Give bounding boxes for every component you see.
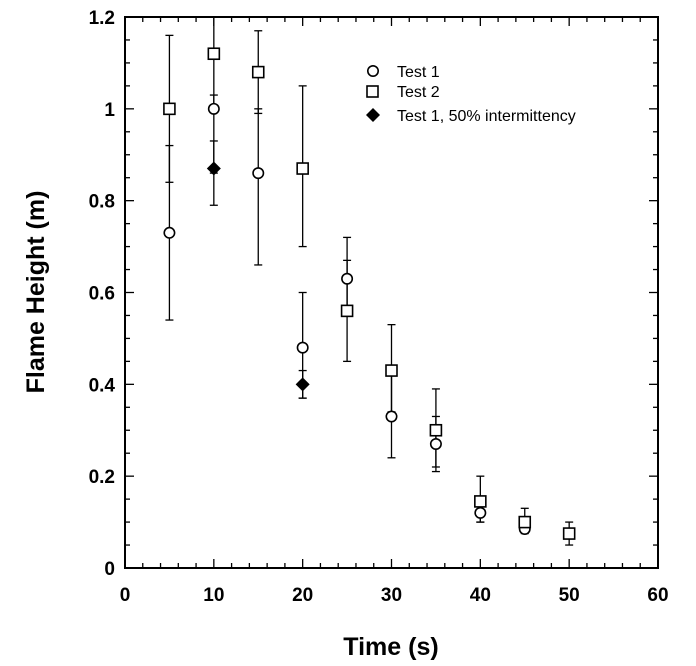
marker-open-circle xyxy=(207,102,220,115)
marker-open-square xyxy=(207,47,221,61)
marker-open-circle xyxy=(296,341,309,354)
x-tick-label: 30 xyxy=(381,585,402,606)
error-bar xyxy=(254,108,263,266)
marker-filled-diamond xyxy=(295,377,310,392)
legend-marker-filled-diamond xyxy=(366,108,380,122)
legend-label-test-2: Test 2 xyxy=(397,84,440,101)
marker-open-circle xyxy=(252,167,265,180)
y-tick-label: 0.8 xyxy=(89,192,115,213)
legend-marker-open-square xyxy=(366,85,379,98)
legend: Test 1 Test 2 Test 1, 50% intermittency xyxy=(366,64,576,125)
legend-label-test-1: Test 1 xyxy=(397,64,440,81)
y-tick-label: 1.2 xyxy=(89,8,115,29)
x-tick-label: 40 xyxy=(470,585,491,606)
marker-open-square xyxy=(474,495,487,508)
marker-open-circle xyxy=(163,226,176,239)
x-tick-label: 0 xyxy=(120,585,131,606)
marker-filled-diamond xyxy=(206,161,221,176)
y-tick-label: 1 xyxy=(104,100,115,121)
x-tick-label: 10 xyxy=(203,585,224,606)
marker-open-square xyxy=(562,527,576,540)
x-axis-title: Time (s) xyxy=(343,633,438,661)
plot-area-frame xyxy=(124,16,659,569)
y-tick-label: 0 xyxy=(104,559,115,580)
marker-open-circle xyxy=(429,438,442,451)
marker-open-circle xyxy=(341,272,354,285)
legend-item-test-2: Test 2 xyxy=(366,84,440,101)
x-tick-label: 20 xyxy=(292,585,313,606)
marker-open-square xyxy=(251,65,265,79)
y-tick-label: 0.4 xyxy=(89,375,116,396)
marker-open-circle xyxy=(385,410,398,423)
y-tick-label: 0.2 xyxy=(89,467,115,488)
marker-open-square xyxy=(385,364,398,377)
legend-label-test-1-intermittency: Test 1, 50% intermittency xyxy=(397,108,576,125)
legend-marker-open-circle xyxy=(366,65,379,78)
marker-open-square xyxy=(163,102,176,116)
x-tick-label: 60 xyxy=(647,585,668,606)
marker-open-square xyxy=(429,423,443,437)
legend-item-test-1-intermittency: Test 1, 50% intermittency xyxy=(366,108,576,125)
marker-open-square xyxy=(518,515,532,529)
axis-tick-labels: 0 10 20 30 40 50 60 0 0.2 0.4 0.6 0.8 1 1.2 xyxy=(89,8,669,606)
axis-ticks xyxy=(124,16,659,569)
legend-item-test-1: Test 1 xyxy=(366,64,440,81)
x-tick-label: 50 xyxy=(559,585,580,606)
y-axis-title: Flame Height (m) xyxy=(22,191,50,394)
marker-open-circle xyxy=(474,506,487,519)
marker-open-square xyxy=(296,162,309,175)
y-tick-label: 0.6 xyxy=(89,284,115,305)
marker-open-square xyxy=(340,304,354,318)
data-markers xyxy=(163,47,576,540)
